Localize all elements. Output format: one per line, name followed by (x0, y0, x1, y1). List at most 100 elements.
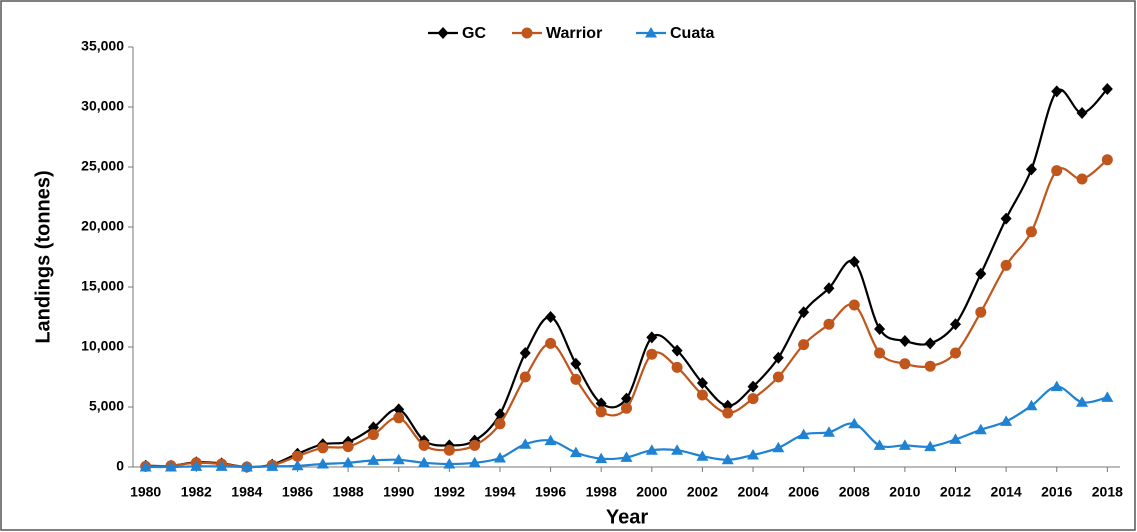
x-tick-label: 2004 (737, 484, 768, 500)
legend: GC Warrior Cuata (428, 25, 715, 42)
point (898, 439, 911, 450)
x-tick-label: 2014 (991, 484, 1022, 500)
point (570, 357, 582, 370)
x-tick-label: 2002 (687, 484, 718, 500)
y-tick-label: 15,000 (81, 278, 124, 294)
y-tick-label: 20,000 (81, 218, 124, 234)
point (671, 444, 684, 455)
legend-marker (645, 27, 657, 38)
x-tick-label: 1982 (181, 484, 212, 500)
point (797, 428, 810, 440)
point (696, 389, 708, 401)
point (646, 348, 658, 360)
y-tick-label: 30,000 (81, 98, 124, 114)
point (620, 451, 633, 462)
point (595, 452, 608, 464)
point (1000, 415, 1013, 426)
point (595, 397, 607, 410)
y-tick-label: 0 (116, 458, 124, 474)
point (469, 439, 481, 451)
point (1051, 165, 1063, 177)
point (494, 418, 506, 430)
point (950, 318, 961, 331)
point (393, 412, 405, 424)
y-axis-title: Landings (tonnes) (32, 170, 54, 343)
point (1025, 226, 1037, 238)
point (342, 456, 355, 468)
x-tick-label: 1984 (231, 484, 262, 500)
x-tick-label: 2016 (1041, 484, 1072, 500)
point (392, 453, 405, 465)
point (1000, 212, 1012, 225)
point (545, 311, 557, 323)
legend-marker (437, 27, 449, 39)
point (798, 339, 810, 351)
point (393, 403, 405, 416)
x-tick-label: 1988 (333, 484, 364, 500)
point (671, 344, 683, 357)
point (1076, 107, 1088, 119)
point (570, 373, 582, 385)
point (342, 441, 354, 453)
point (747, 380, 759, 393)
x-tick-label: 1986 (282, 484, 313, 500)
point (874, 347, 886, 359)
point (848, 417, 861, 429)
point (722, 407, 734, 419)
point (924, 337, 936, 350)
point (646, 331, 658, 344)
point (747, 393, 759, 405)
point (899, 358, 911, 370)
point (848, 255, 860, 268)
point (493, 452, 506, 463)
point (519, 347, 531, 359)
point (1101, 391, 1114, 402)
point (519, 371, 531, 383)
legend-label: Warrior (546, 25, 602, 42)
point (443, 458, 456, 469)
y-tick-label: 35,000 (81, 38, 124, 54)
point (621, 402, 632, 414)
x-tick-label: 1996 (535, 484, 566, 500)
x-tick-label: 1998 (586, 484, 617, 500)
x-axis-title: Year (606, 506, 648, 528)
point (924, 440, 937, 452)
point (1101, 83, 1113, 95)
point (671, 361, 683, 373)
point (721, 453, 734, 465)
point (696, 450, 709, 461)
point (164, 461, 177, 472)
x-tick-label: 2008 (839, 484, 870, 500)
point (544, 434, 557, 446)
point (975, 306, 987, 318)
legend-marker (521, 27, 533, 39)
point (924, 360, 936, 372)
point (291, 459, 304, 471)
point (418, 456, 431, 468)
point (139, 461, 152, 472)
point (747, 449, 760, 460)
point (772, 441, 785, 453)
point (873, 439, 886, 450)
series (139, 380, 1114, 472)
point (772, 351, 784, 364)
point (1025, 163, 1037, 176)
point (823, 282, 835, 295)
point (975, 267, 987, 280)
point (367, 454, 380, 465)
point (1000, 259, 1012, 271)
x-tick-label: 2018 (1092, 484, 1123, 500)
point (899, 335, 911, 347)
point (595, 406, 607, 418)
point (822, 426, 835, 437)
y-tick-label: 10,000 (81, 338, 124, 354)
point (1025, 399, 1038, 411)
point (1050, 380, 1063, 392)
point (190, 460, 203, 471)
point (317, 442, 329, 454)
point (798, 306, 810, 319)
point (874, 323, 886, 335)
point (494, 408, 506, 421)
